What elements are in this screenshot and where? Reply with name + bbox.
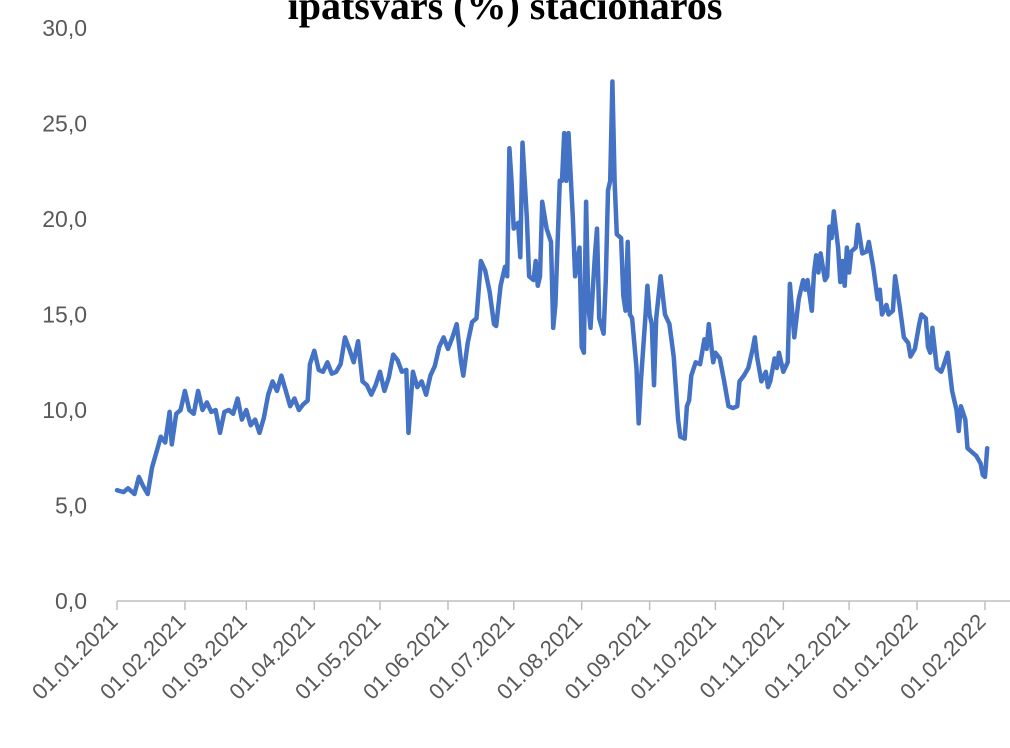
y-tick-label: 10,0 (42, 397, 87, 423)
y-tick-label: 25,0 (42, 111, 87, 137)
y-tick-label: 5,0 (55, 493, 87, 519)
series-line-0 (114, 79, 990, 497)
chart-title: īpatsvars (%) stacionāros (287, 0, 723, 28)
y-tick-label: 15,0 (42, 302, 87, 328)
y-tick-label: 20,0 (42, 206, 87, 232)
y-tick-label: 0,0 (55, 588, 87, 614)
y-tick-label: 30,0 (42, 15, 87, 41)
